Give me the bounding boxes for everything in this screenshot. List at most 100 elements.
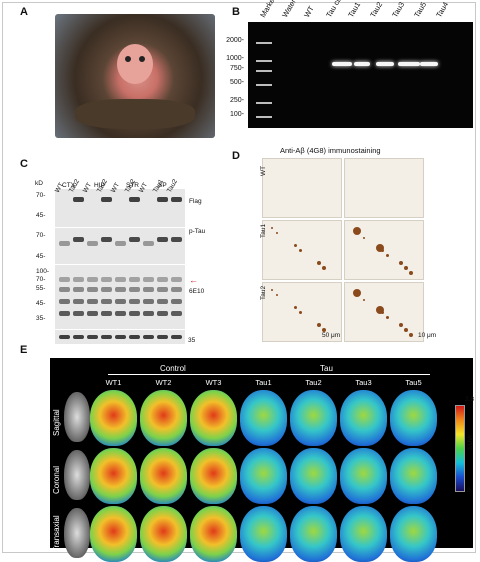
wb-band-ptau xyxy=(87,241,98,246)
wb-band-6e10 xyxy=(129,299,140,304)
ladder-band xyxy=(256,70,272,72)
dna-band xyxy=(376,62,394,66)
pet-brain-image xyxy=(290,506,337,562)
plaque-dot xyxy=(276,232,278,234)
wb-band-6e10 xyxy=(73,311,84,316)
scale-bar-left: 50 μm xyxy=(322,332,341,339)
wb-band-6e10 xyxy=(59,277,70,282)
wb-band-6e10 xyxy=(171,287,182,292)
wb-band-ptau xyxy=(73,237,84,242)
monkey-photo xyxy=(55,14,215,138)
group-control: Control xyxy=(160,364,186,373)
pet-brain-image xyxy=(240,390,287,446)
gel-size-label: 1000- xyxy=(226,55,244,62)
wb-band-6e10 xyxy=(129,277,140,282)
wb-band-loading xyxy=(87,335,98,339)
wb-band-6e10 xyxy=(157,287,168,292)
wb-band-6e10 xyxy=(157,299,168,304)
wb-band-6e10 xyxy=(73,299,84,304)
stain-title: Anti-Aβ (4G8) immunostaining xyxy=(280,146,381,155)
plaque-dot xyxy=(358,232,360,234)
group-tau: Tau xyxy=(320,364,333,373)
wb-band-flag xyxy=(171,197,182,202)
wb-band-6e10 xyxy=(73,277,84,282)
pet-brain-image xyxy=(90,390,137,446)
plaque-dot xyxy=(294,306,297,309)
reference-brain xyxy=(64,508,90,558)
wb-band-ptau xyxy=(171,237,182,242)
ladder-band xyxy=(256,84,272,86)
wb-region-label: SP xyxy=(158,182,167,189)
plaque-dot xyxy=(271,227,273,229)
wb-band-flag xyxy=(73,197,84,202)
plaque-dot xyxy=(353,289,361,297)
pet-brain-image xyxy=(140,506,187,562)
wb-band-ptau xyxy=(59,241,70,246)
wb-band-6e10 xyxy=(101,299,112,304)
wb-band-6e10 xyxy=(129,311,140,316)
plaque-dot xyxy=(381,311,384,314)
wb-band-6e10 xyxy=(73,287,84,292)
wb-band-loading xyxy=(59,335,70,339)
plaque-dot xyxy=(358,294,360,296)
plaque-dot xyxy=(317,261,321,265)
plaque-dot xyxy=(404,328,408,332)
ladder-band xyxy=(256,42,272,44)
stain-row-label: WT xyxy=(260,165,267,176)
panel-label-b: B xyxy=(232,6,240,18)
pet-brain-image xyxy=(190,506,237,562)
panel-label-d: D xyxy=(232,150,240,162)
plaque-dot xyxy=(409,333,413,337)
pet-brain-image xyxy=(140,448,187,504)
mw-label: 70- xyxy=(36,276,46,283)
pet-brain-image xyxy=(340,448,387,504)
mw-label: 100- xyxy=(36,268,50,275)
wb-band-6e10 xyxy=(115,287,126,292)
wb-band-6e10 xyxy=(59,311,70,316)
pet-column-label: Tau1 xyxy=(255,378,272,387)
pet-brain-image xyxy=(140,390,187,446)
wb-band-loading xyxy=(115,335,126,339)
mw-label: 70- xyxy=(36,192,46,199)
wb-band-flag xyxy=(101,197,112,202)
mw-label: 35 xyxy=(188,337,196,344)
pet-brain-image xyxy=(240,448,287,504)
stain-image-right xyxy=(344,282,424,342)
gel-size-label: 750- xyxy=(229,65,244,72)
plaque-dot xyxy=(363,299,365,301)
plaque-dot xyxy=(386,254,389,257)
plaque-dot xyxy=(399,323,403,327)
dna-band xyxy=(332,62,352,66)
pet-column-label: WT3 xyxy=(205,378,222,387)
pet-brain-image xyxy=(90,448,137,504)
pet-brain-image xyxy=(190,390,237,446)
mw-label: 55- xyxy=(36,285,46,292)
mw-label: 45- xyxy=(36,253,46,260)
wb-band-loading xyxy=(73,335,84,339)
wb-band-6e10 xyxy=(115,311,126,316)
pet-brain-image xyxy=(340,390,387,446)
wb-band-6e10 xyxy=(157,277,168,282)
wb-band-ptau xyxy=(143,241,154,246)
stain-image-left xyxy=(262,158,342,218)
wb-band-loading xyxy=(101,335,112,339)
plaque-dot xyxy=(322,266,326,270)
gel-size-label: 2000- xyxy=(226,37,244,44)
stain-row-label: Tau1 xyxy=(260,223,267,238)
agarose-gel xyxy=(248,22,473,128)
plaque-dot xyxy=(376,306,384,314)
row-label-flag: Flag xyxy=(189,198,202,205)
wb-band-6e10 xyxy=(171,311,182,316)
dna-band xyxy=(354,62,370,66)
wb-band-loading xyxy=(129,335,140,339)
row-label-6e10: 6E10 xyxy=(189,288,205,295)
suvr-colorbar xyxy=(455,405,465,492)
plaque-dot xyxy=(386,316,389,319)
wb-band-6e10 xyxy=(101,287,112,292)
dna-band xyxy=(420,62,438,66)
mw-label: 45- xyxy=(36,300,46,307)
ladder-band xyxy=(256,102,272,104)
pet-view-label: Coronal xyxy=(52,465,61,494)
mw-label: 70- xyxy=(36,232,46,239)
ladder-band xyxy=(256,116,272,118)
